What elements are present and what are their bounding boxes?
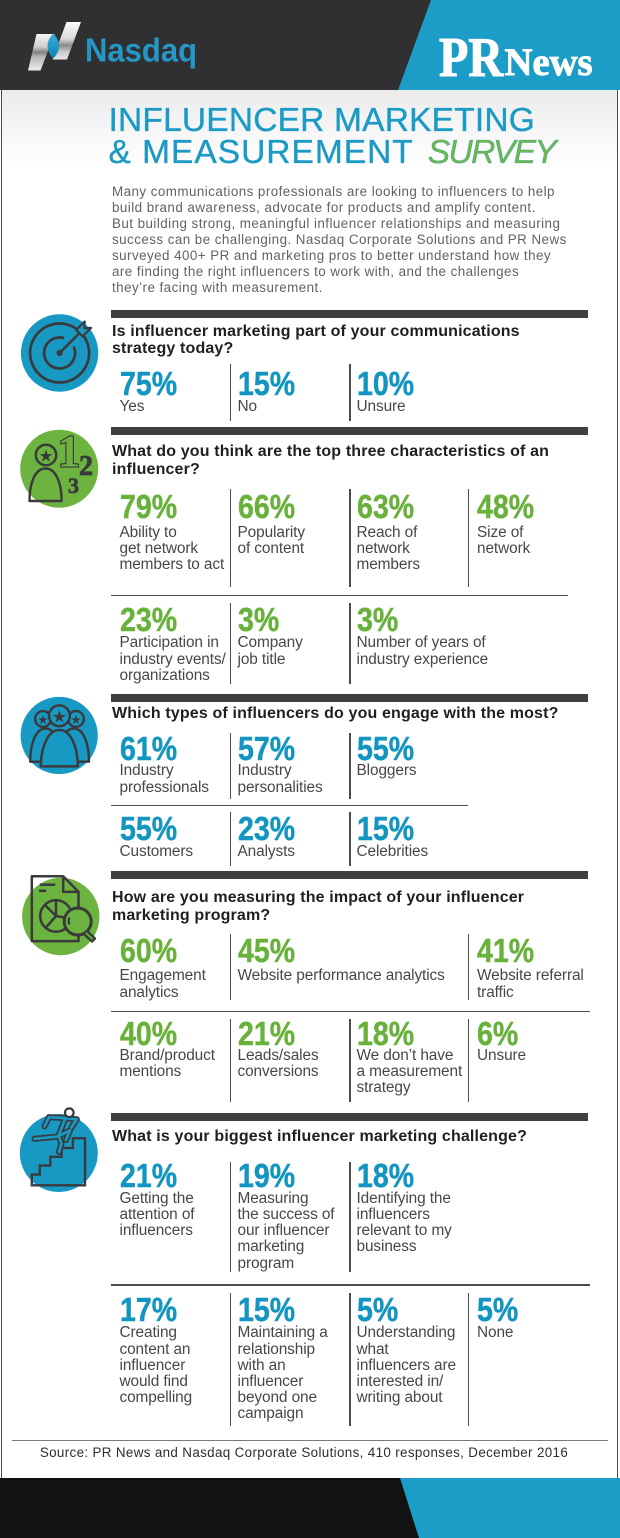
- svg-text:Nasdaq: Nasdaq: [85, 32, 197, 69]
- svg-text:1: 1: [58, 429, 81, 476]
- svg-text:2: 2: [79, 451, 93, 482]
- svg-text:3: 3: [68, 473, 79, 498]
